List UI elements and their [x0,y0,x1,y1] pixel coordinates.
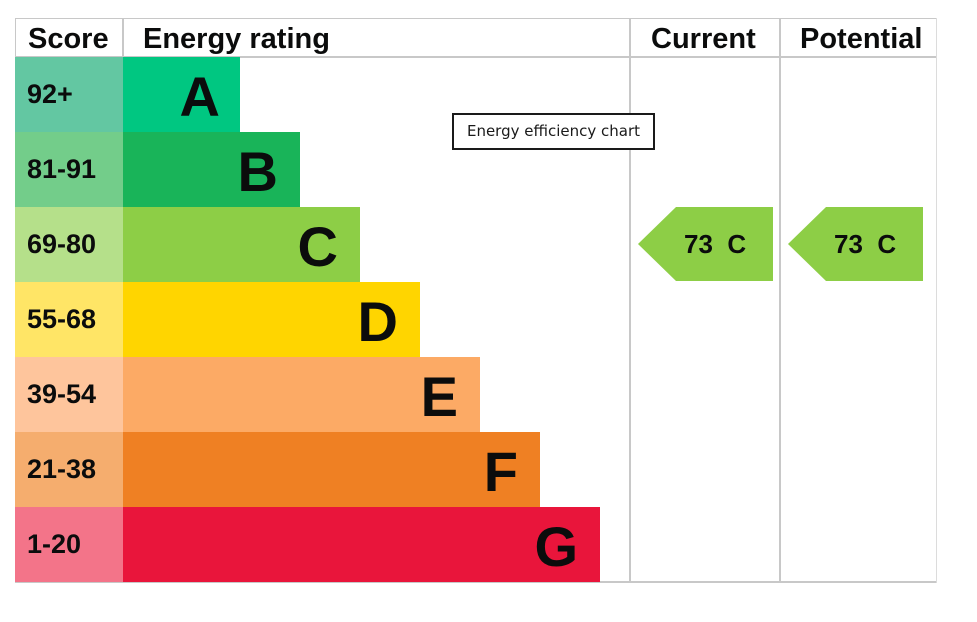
chart-tooltip: Energy efficiency chart [452,113,655,150]
potential-rating-arrow: 73 C [788,207,923,281]
current-rating-label: 73 C [684,229,747,259]
rating-bar-a: A [123,57,240,132]
rating-letter: A [179,65,220,128]
potential-divider [779,18,781,583]
score-cell: 55-68 [15,282,123,357]
score-cell: 81-91 [15,132,123,207]
rating-letter: E [420,365,458,428]
header-bottom-border [15,56,937,58]
header-top-border [15,18,937,19]
score-header: Score [28,23,109,55]
current-divider [629,18,631,583]
score-cell: 69-80 [15,207,123,282]
score-cell: 39-54 [15,357,123,432]
rating-letter: D [357,290,398,353]
rating-bar-d: D [123,282,420,357]
rating-bar-c: C [123,207,360,282]
rating-bar-b: B [123,132,300,207]
rating-bar-g: G [123,507,600,582]
rating-letter: F [483,440,518,503]
energy-divider [122,18,124,57]
potential-rating-label: 73 C [834,229,897,259]
score-divider [15,18,16,57]
potential-header: Potential [800,23,923,55]
rating-letter: G [534,515,578,578]
current-header: Current [651,23,756,55]
score-cell: 21-38 [15,432,123,507]
rating-letter: C [297,215,338,278]
arrow-shape-icon [788,207,923,281]
rating-bar-f: F [123,432,540,507]
table-bottom-border [15,581,937,583]
right-border [936,18,937,583]
rating-letter: B [237,140,278,203]
rating-bar-e: E [123,357,480,432]
arrow-shape-icon [638,207,773,281]
score-cell: 92+ [15,57,123,132]
score-cell: 1-20 [15,507,123,582]
current-rating-arrow: 73 C [638,207,773,281]
energy-rating-header: Energy rating [143,23,330,55]
